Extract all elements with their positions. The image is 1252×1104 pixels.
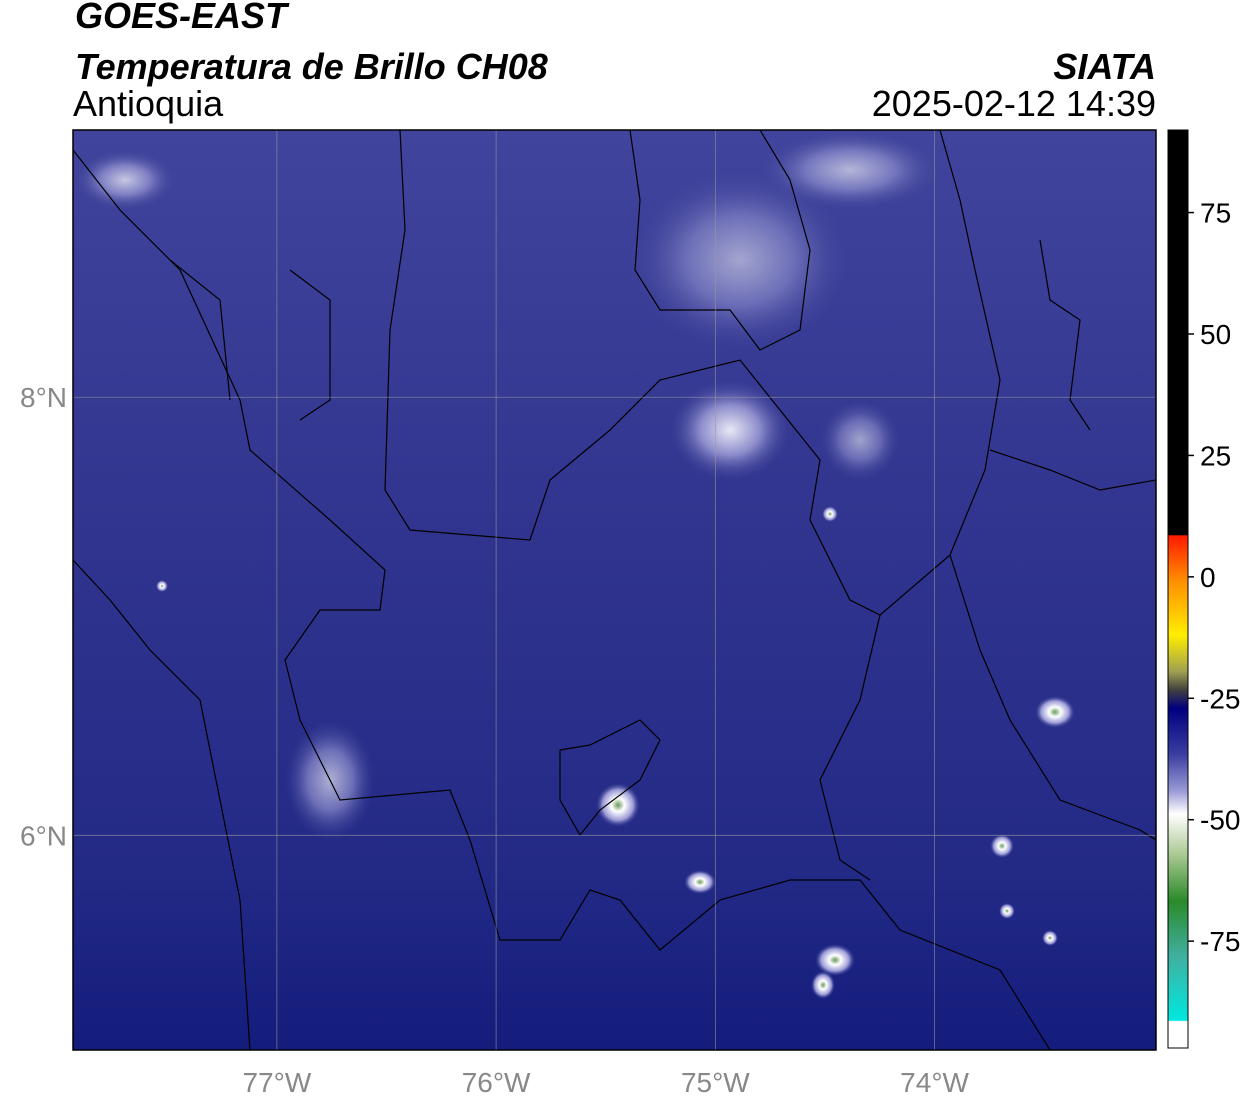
x-tick-label: 75°W: [681, 1067, 750, 1098]
y-tick-label: 6°N: [20, 820, 67, 851]
colorbar-tick-label: -75: [1200, 926, 1240, 957]
colorbar-tick-label: -25: [1200, 683, 1240, 714]
colorbar-tick-label: 25: [1200, 440, 1231, 471]
colorbar-tick-label: -50: [1200, 805, 1240, 836]
y-tick-label: 8°N: [20, 382, 67, 413]
colorbar-tick-label: 50: [1200, 319, 1231, 350]
x-tick-label: 77°W: [242, 1067, 311, 1098]
subtitle: Temperatura de Brillo CH08: [75, 46, 548, 87]
x-tick-label: 74°W: [900, 1067, 969, 1098]
colorbar: [1167, 129, 1189, 1049]
grid: [73, 130, 1156, 1050]
region: Antioquia: [73, 83, 224, 124]
source: SIATA: [1053, 46, 1156, 87]
datetime: 2025-02-12 14:39: [872, 83, 1156, 124]
map-image: [73, 130, 1156, 1050]
x-tick-label: 76°W: [462, 1067, 531, 1098]
colorbar-tick-label: 75: [1200, 198, 1231, 229]
map-frame: [72, 129, 1157, 1051]
title: GOES-EAST: [75, 0, 290, 36]
colorbar-tick-label: 0: [1200, 562, 1216, 593]
